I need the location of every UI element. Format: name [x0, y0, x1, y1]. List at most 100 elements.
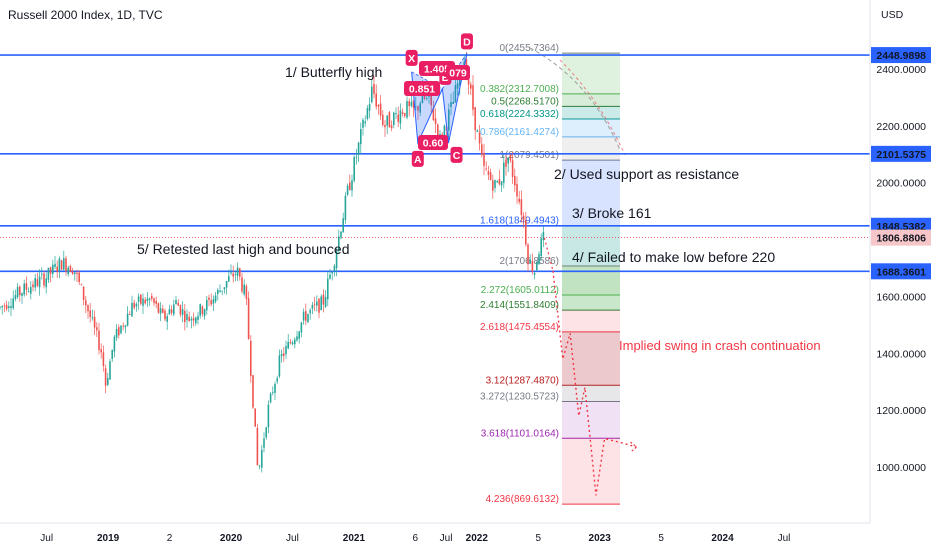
candle-body: [74, 272, 76, 275]
x-tick-label: 2019: [97, 533, 120, 544]
candle-body: [69, 265, 72, 273]
candle-body: [38, 276, 41, 288]
harmonic-point-label: B: [442, 72, 450, 84]
candle-body: [236, 267, 239, 276]
candle-body: [120, 325, 122, 334]
implied-swing-line: [552, 270, 637, 496]
candle-body: [265, 427, 267, 438]
candle-body: [250, 340, 252, 376]
candle-body: [349, 182, 351, 190]
harmonic-point-label: C: [453, 150, 461, 162]
fib-level-label: 4.236(869.6132): [486, 494, 559, 505]
candle-body: [307, 314, 309, 323]
candle-body: [27, 291, 30, 293]
candle-body: [111, 349, 113, 359]
candle-body: [406, 101, 408, 118]
candle-body: [267, 404, 270, 428]
candle-body: [159, 308, 162, 314]
candle-body: [474, 107, 476, 131]
candle-body: [93, 316, 96, 328]
candle-body: [144, 299, 146, 304]
candle-body: [364, 121, 366, 124]
candle-body: [401, 112, 404, 114]
candle-body: [500, 181, 503, 186]
annotation-resistance: 2/ Used support as resistance: [554, 166, 739, 182]
candle-body: [1, 306, 3, 308]
candle-body: [10, 306, 12, 308]
candle-body: [388, 112, 391, 128]
y-tick-label: 1200.0000: [876, 405, 926, 417]
candle-body: [228, 276, 230, 282]
candle-body: [3, 305, 6, 307]
candle-body: [533, 272, 536, 275]
candle-body: [71, 271, 74, 274]
candle-body: [316, 301, 318, 306]
candle-body: [195, 317, 197, 324]
candle-body: [47, 267, 50, 280]
candle-body: [489, 172, 492, 180]
price-tag: [871, 263, 931, 280]
candle-body: [168, 309, 171, 315]
chart-title: Russell 2000 Index, 1D, TVC: [8, 8, 163, 22]
candle-body: [118, 327, 120, 336]
candle-body: [333, 265, 336, 271]
y-tick-label: 1400.0000: [876, 348, 926, 360]
candle-body: [45, 278, 47, 288]
candle-body: [5, 304, 8, 310]
candle-body: [313, 304, 316, 306]
candle-body: [115, 328, 118, 338]
candle-body: [52, 264, 54, 274]
candle-body: [98, 330, 100, 351]
candle-body: [393, 112, 395, 126]
candle-body: [30, 287, 32, 294]
harmonic-ratio-label: 079: [449, 68, 467, 80]
candle-body: [212, 299, 215, 304]
candle-body: [511, 160, 514, 177]
fib-trend-line: [559, 59, 626, 156]
fib-level-label: 0.786(2161.4274): [480, 127, 559, 138]
y-tick-label: 1600.0000: [876, 291, 926, 303]
candle-body: [426, 98, 428, 99]
harmonic-point-label: X: [408, 53, 415, 65]
candle-body: [133, 302, 135, 308]
candle-body: [164, 310, 166, 320]
x-tick-label: 5: [535, 533, 541, 544]
x-tick-label: 6: [413, 533, 419, 544]
candle-body: [434, 118, 437, 124]
x-tick-label: Jul: [40, 533, 53, 544]
candle-body: [82, 286, 85, 301]
harmonic-ratio-label: 0.851: [409, 84, 435, 96]
candle-body: [217, 289, 219, 294]
fib-level-label: 0(2455.7364): [500, 43, 560, 54]
harmonic-ratio-label: 0.60: [423, 138, 444, 150]
candle-body: [375, 93, 377, 107]
x-axis-ticks[interactable]: Jul 2019 2 2020 Jul 2021 6 Jul 2022 5 2023 5 2024 Jul: [40, 533, 790, 544]
x-tick-label: 2020: [220, 533, 243, 544]
candle-body: [371, 86, 373, 103]
candle-body: [320, 296, 322, 311]
fib-level-label: 2(1706.8586): [500, 256, 560, 267]
candle-body: [188, 316, 190, 322]
fib-zone: [562, 160, 620, 226]
y-tick-label: 2400.0000: [876, 64, 926, 76]
candle-body: [525, 220, 527, 245]
candle-body: [23, 283, 25, 295]
candle-body: [382, 114, 384, 125]
candle-body: [505, 159, 507, 167]
fib-zone: [562, 106, 620, 119]
candle-body: [311, 304, 314, 309]
price-tag-label: 1806.8806: [876, 233, 926, 245]
candle-body: [415, 106, 417, 108]
y-tick-label: 2200.0000: [876, 121, 926, 133]
candle-body: [384, 125, 386, 128]
candle-body: [232, 273, 234, 277]
candle-body: [25, 283, 28, 290]
candle-body: [223, 287, 226, 290]
candle-body: [190, 318, 193, 321]
candle-body: [146, 298, 149, 301]
candle-body: [355, 156, 358, 158]
candle-body: [360, 129, 362, 145]
candle-body: [274, 383, 276, 393]
